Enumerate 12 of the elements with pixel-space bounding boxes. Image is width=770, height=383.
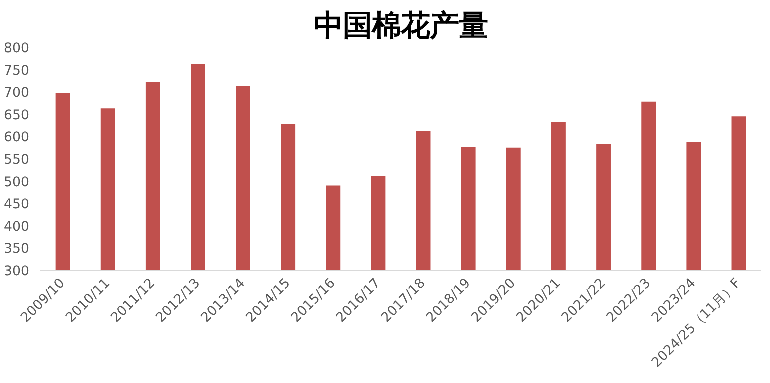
- y-tick-label: 800: [4, 42, 30, 56]
- y-tick-label: 650: [4, 108, 30, 124]
- y-tick-label: 700: [4, 86, 30, 102]
- y-tick-label: 450: [4, 198, 30, 213]
- y-tick-label: 400: [4, 220, 30, 235]
- y-tick-label: 550: [4, 153, 30, 168]
- y-tick-label: 300: [4, 264, 30, 280]
- y-tick-label: 600: [4, 130, 30, 146]
- y-tick-label: 350: [4, 242, 30, 258]
- chart-title: 中国棉花产量: [314, 8, 488, 42]
- y-tick-label: 500: [4, 175, 30, 190]
- y-tick-label: 750: [4, 64, 30, 79]
